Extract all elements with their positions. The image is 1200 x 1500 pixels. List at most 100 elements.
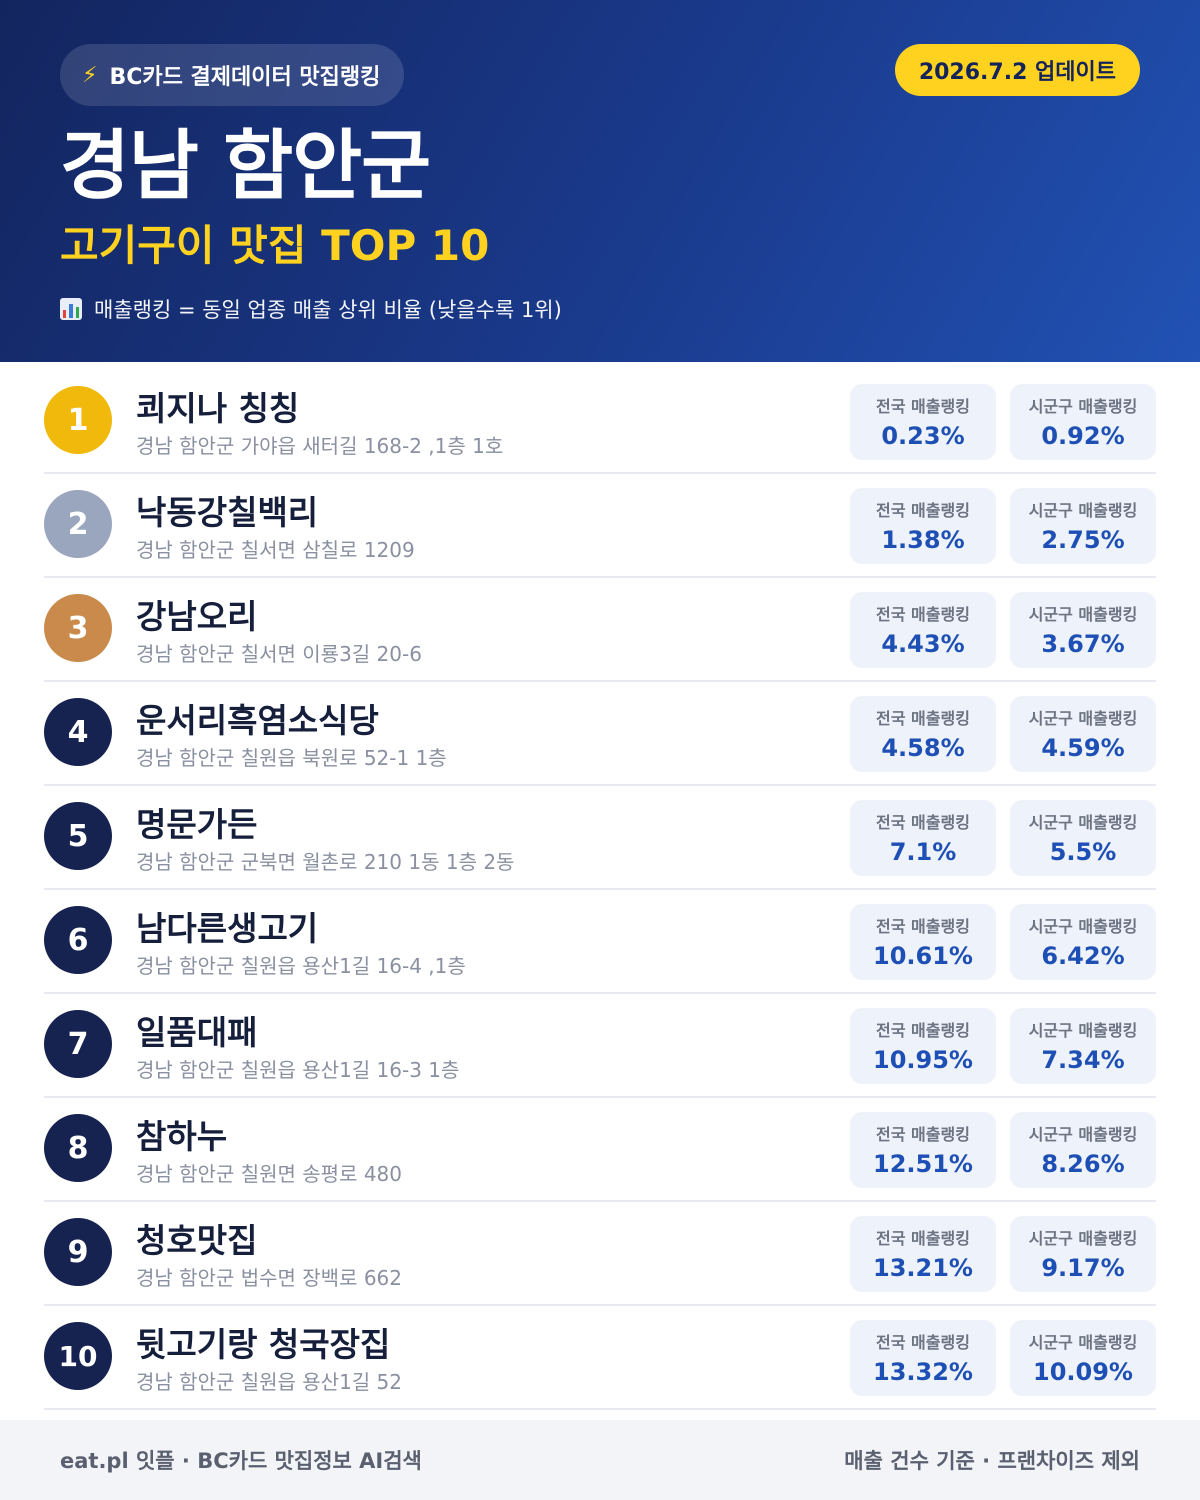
local-ranking-card: 시군구 매출랭킹 2.75% — [1010, 488, 1156, 564]
local-ranking-card: 시군구 매출랭킹 9.17% — [1010, 1216, 1156, 1292]
rank-badge: 3 — [44, 594, 112, 662]
restaurant-address: 경남 함안군 칠원읍 용산1길 16-3 1층 — [136, 1058, 460, 1082]
local-ranking-card: 시군구 매출랭킹 8.26% — [1010, 1112, 1156, 1188]
restaurant-address: 경남 함안군 칠서면 이룡3길 20-6 — [136, 642, 422, 666]
national-ranking-value: 4.58% — [881, 734, 965, 762]
local-ranking-value: 5.5% — [1049, 838, 1117, 866]
national-ranking-label: 전국 매출랭킹 — [876, 1125, 970, 1144]
restaurant-name: 쾨지나 칭칭 — [136, 389, 300, 428]
local-ranking-value: 4.59% — [1041, 734, 1125, 762]
rank-badge: 4 — [44, 698, 112, 766]
restaurant-address: 경남 함안군 군북면 월촌로 210 1동 1층 2동 — [136, 850, 515, 874]
local-ranking-label: 시군구 매출랭킹 — [1028, 917, 1138, 936]
rank-badge: 8 — [44, 1114, 112, 1182]
local-ranking-card: 시군구 매출랭킹 3.67% — [1010, 592, 1156, 668]
national-ranking-value: 4.43% — [881, 630, 965, 658]
restaurant-row[interactable]: 7 일품대패 경남 함안군 칠원읍 용산1길 16-3 1층 전국 매출랭킹 1… — [44, 994, 1156, 1098]
national-ranking-card: 전국 매출랭킹 13.21% — [850, 1216, 996, 1292]
national-ranking-value: 10.95% — [873, 1046, 973, 1074]
local-ranking-card: 시군구 매출랭킹 7.34% — [1010, 1008, 1156, 1084]
ranking-legend: 매출랭킹 = 동일 업종 매출 상위 비율 (낮을수록 1위) — [60, 294, 562, 324]
restaurant-row[interactable]: 3 강남오리 경남 함안군 칠서면 이룡3길 20-6 전국 매출랭킹 4.43… — [44, 578, 1156, 682]
local-ranking-value: 6.42% — [1041, 942, 1125, 970]
national-ranking-label: 전국 매출랭킹 — [876, 501, 970, 520]
restaurant-name: 일품대패 — [136, 1013, 258, 1052]
national-ranking-card: 전국 매출랭킹 12.51% — [850, 1112, 996, 1188]
local-ranking-card: 시군구 매출랭킹 6.42% — [1010, 904, 1156, 980]
local-ranking-value: 0.92% — [1041, 422, 1125, 450]
restaurant-name: 참하누 — [136, 1117, 228, 1156]
local-ranking-label: 시군구 매출랭킹 — [1028, 1333, 1138, 1352]
rank-badge: 9 — [44, 1218, 112, 1286]
national-ranking-label: 전국 매출랭킹 — [876, 709, 970, 728]
local-ranking-label: 시군구 매출랭킹 — [1028, 1021, 1138, 1040]
rank-badge: 6 — [44, 906, 112, 974]
page-subtitle: 고기구이 맛집 TOP 10 — [60, 221, 490, 270]
restaurant-address: 경남 함안군 칠원읍 북원로 52-1 1층 — [136, 746, 447, 770]
restaurant-address: 경남 함안군 칠서면 삼칠로 1209 — [136, 538, 415, 562]
local-ranking-card: 시군구 매출랭킹 0.92% — [1010, 384, 1156, 460]
local-ranking-value: 2.75% — [1041, 526, 1125, 554]
restaurant-name: 청호맛집 — [136, 1221, 258, 1260]
local-ranking-value: 8.26% — [1041, 1150, 1125, 1178]
restaurant-address: 경남 함안군 법수면 장백로 662 — [136, 1266, 403, 1290]
bar-chart-icon — [60, 298, 82, 320]
restaurant-row[interactable]: 2 낙동강칠백리 경남 함안군 칠서면 삼칠로 1209 전국 매출랭킹 1.3… — [44, 474, 1156, 578]
footer-source: eat.pl 잇플 · BC카드 맛집정보 AI검색 — [60, 1449, 422, 1473]
local-ranking-card: 시군구 매출랭킹 4.59% — [1010, 696, 1156, 772]
local-ranking-value: 7.34% — [1041, 1046, 1125, 1074]
national-ranking-value: 10.61% — [873, 942, 973, 970]
restaurant-row[interactable]: 8 참하누 경남 함안군 칠원면 송평로 480 전국 매출랭킹 12.51% … — [44, 1098, 1156, 1202]
national-ranking-label: 전국 매출랭킹 — [876, 917, 970, 936]
local-ranking-card: 시군구 매출랭킹 10.09% — [1010, 1320, 1156, 1396]
restaurant-row[interactable]: 4 운서리흑염소식당 경남 함안군 칠원읍 북원로 52-1 1층 전국 매출랭… — [44, 682, 1156, 786]
national-ranking-card: 전국 매출랭킹 7.1% — [850, 800, 996, 876]
local-ranking-value: 9.17% — [1041, 1254, 1125, 1282]
header-banner: ⚡ BC카드 결제데이터 맛집랭킹 2026.7.2 업데이트 경남 함안군 고… — [0, 0, 1200, 362]
rank-badge: 5 — [44, 802, 112, 870]
rank-badge: 10 — [44, 1322, 112, 1390]
local-ranking-value: 3.67% — [1041, 630, 1125, 658]
restaurant-list: 1 쾨지나 칭칭 경남 함안군 가야읍 새터길 168-2 ,1층 1호 전국 … — [44, 370, 1156, 1410]
restaurant-address: 경남 함안군 칠원면 송평로 480 — [136, 1162, 403, 1186]
lightning-icon: ⚡ — [82, 62, 98, 88]
local-ranking-label: 시군구 매출랭킹 — [1028, 1229, 1138, 1248]
restaurant-name: 강남오리 — [136, 597, 258, 636]
national-ranking-value: 13.32% — [873, 1358, 973, 1386]
restaurant-row[interactable]: 9 청호맛집 경남 함안군 법수면 장백로 662 전국 매출랭킹 13.21%… — [44, 1202, 1156, 1306]
national-ranking-value: 13.21% — [873, 1254, 973, 1282]
local-ranking-card: 시군구 매출랭킹 5.5% — [1010, 800, 1156, 876]
rank-badge: 1 — [44, 386, 112, 454]
local-ranking-label: 시군구 매출랭킹 — [1028, 397, 1138, 416]
restaurant-name: 낙동강칠백리 — [136, 493, 319, 532]
local-ranking-value: 10.09% — [1033, 1358, 1133, 1386]
national-ranking-label: 전국 매출랭킹 — [876, 1229, 970, 1248]
footer: eat.pl 잇플 · BC카드 맛집정보 AI검색 매출 건수 기준 · 프랜… — [0, 1420, 1200, 1500]
national-ranking-card: 전국 매출랭킹 4.58% — [850, 696, 996, 772]
restaurant-row[interactable]: 10 뒷고기랑 청국장집 경남 함안군 칠원읍 용산1길 52 전국 매출랭킹 … — [44, 1306, 1156, 1410]
rank-badge: 7 — [44, 1010, 112, 1078]
restaurant-row[interactable]: 1 쾨지나 칭칭 경남 함안군 가야읍 새터길 168-2 ,1층 1호 전국 … — [44, 370, 1156, 474]
national-ranking-value: 7.1% — [889, 838, 957, 866]
local-ranking-label: 시군구 매출랭킹 — [1028, 709, 1138, 728]
national-ranking-card: 전국 매출랭킹 13.32% — [850, 1320, 996, 1396]
national-ranking-label: 전국 매출랭킹 — [876, 1021, 970, 1040]
national-ranking-label: 전국 매출랭킹 — [876, 1333, 970, 1352]
national-ranking-card: 전국 매출랭킹 4.43% — [850, 592, 996, 668]
restaurant-address: 경남 함안군 가야읍 새터길 168-2 ,1층 1호 — [136, 434, 504, 458]
local-ranking-label: 시군구 매출랭킹 — [1028, 501, 1138, 520]
update-badge: 2026.7.2 업데이트 — [894, 44, 1140, 96]
restaurant-row[interactable]: 5 명문가든 경남 함안군 군북면 월촌로 210 1동 1층 2동 전국 매출… — [44, 786, 1156, 890]
national-ranking-value: 1.38% — [881, 526, 965, 554]
restaurant-address: 경남 함안군 칠원읍 용산1길 16-4 ,1층 — [136, 954, 466, 978]
local-ranking-label: 시군구 매출랭킹 — [1028, 813, 1138, 832]
source-pill: ⚡ BC카드 결제데이터 맛집랭킹 — [60, 44, 405, 106]
rank-badge: 2 — [44, 490, 112, 558]
national-ranking-label: 전국 매출랭킹 — [876, 397, 970, 416]
national-ranking-card: 전국 매출랭킹 0.23% — [850, 384, 996, 460]
restaurant-row[interactable]: 6 남다른생고기 경남 함안군 칠원읍 용산1길 16-4 ,1층 전국 매출랭… — [44, 890, 1156, 994]
restaurant-name: 뒷고기랑 청국장집 — [136, 1325, 391, 1364]
national-ranking-value: 0.23% — [881, 422, 965, 450]
national-ranking-card: 전국 매출랭킹 1.38% — [850, 488, 996, 564]
page-title: 경남 함안군 — [60, 121, 431, 210]
